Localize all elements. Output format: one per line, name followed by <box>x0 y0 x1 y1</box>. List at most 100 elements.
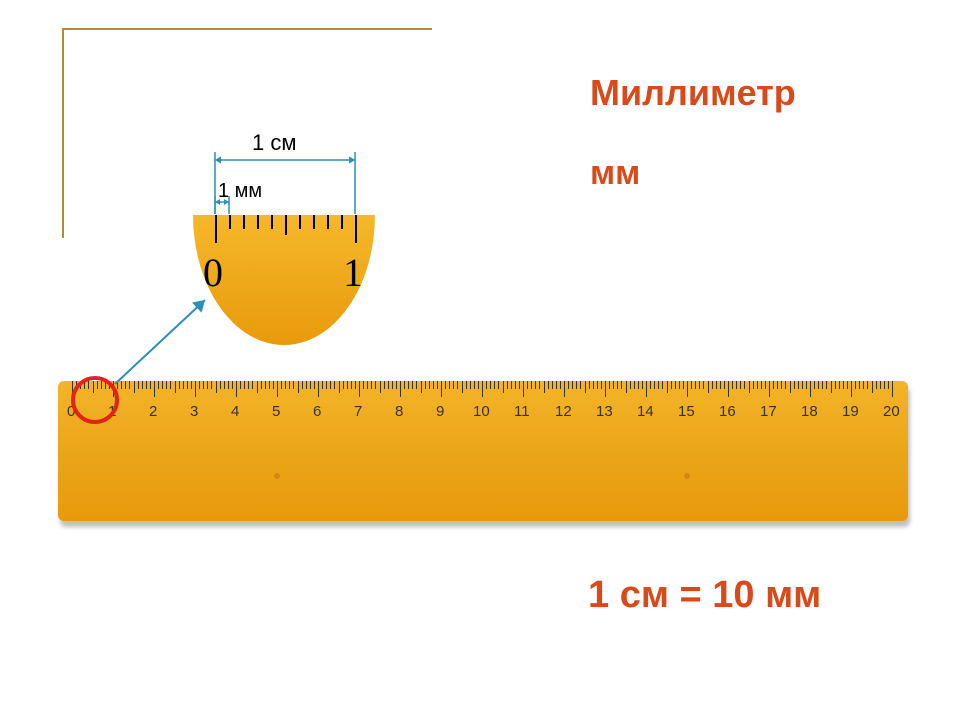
ruler-tick <box>814 381 815 389</box>
ruler-tick <box>859 381 860 389</box>
ruler-tick <box>142 381 143 389</box>
ruler-tick <box>544 381 545 393</box>
ruler-tick <box>872 381 873 393</box>
ruler-dot <box>274 473 280 479</box>
ruler-tick <box>556 381 557 389</box>
ruler-tick <box>781 381 782 389</box>
ruler-number: 8 <box>395 403 403 420</box>
ruler-number: 4 <box>231 403 239 420</box>
ruler-tick <box>318 381 319 397</box>
ruler-tick <box>802 381 803 389</box>
ruler-tick <box>310 381 311 389</box>
ruler-tick <box>314 381 315 389</box>
ruler: 01234567891011121314151617181920 <box>58 381 908 529</box>
zoom-number: 0 <box>203 249 223 296</box>
zoom-tick <box>271 215 273 229</box>
ruler-tick <box>392 381 393 389</box>
zoom-tick <box>215 215 217 243</box>
ruler-tick <box>339 381 340 393</box>
ruler-tick <box>146 381 147 389</box>
ruler-number: 14 <box>637 403 654 420</box>
ruler-tick <box>560 381 561 389</box>
ruler-tick <box>740 381 741 389</box>
ruler-tick <box>736 381 737 389</box>
ruler-tick <box>794 381 795 389</box>
ruler-tick <box>281 381 282 389</box>
ruler-tick <box>478 381 479 389</box>
ruler-tick <box>749 381 750 393</box>
ruler-tick <box>552 381 553 389</box>
ruler-tick <box>170 381 171 389</box>
ruler-tick <box>798 381 799 389</box>
ruler-tick <box>822 381 823 389</box>
ruler-tick <box>269 381 270 389</box>
ruler-number: 15 <box>678 403 695 420</box>
zoom-tick <box>341 215 343 229</box>
ruler-tick <box>589 381 590 389</box>
ruler-tick <box>293 381 294 389</box>
ruler-tick <box>790 381 791 393</box>
ruler-tick <box>359 381 360 397</box>
ruler-tick <box>757 381 758 389</box>
title-sub: мм <box>590 154 796 193</box>
ruler-tick <box>654 381 655 389</box>
ruler-tick <box>224 381 225 389</box>
highlight-circle <box>71 376 119 424</box>
zoom-tick <box>355 215 357 243</box>
ruler-tick <box>535 381 536 389</box>
ruler-tick <box>519 381 520 389</box>
ruler-tick <box>363 381 364 389</box>
ruler-tick <box>855 381 856 389</box>
ruler-tick <box>564 381 565 397</box>
ruler-tick <box>724 381 725 389</box>
ruler-tick <box>203 381 204 389</box>
ruler-tick <box>453 381 454 389</box>
ruler-tick <box>211 381 212 389</box>
ruler-tick <box>691 381 692 389</box>
ruler-tick <box>683 381 684 389</box>
ruler-tick <box>285 381 286 389</box>
ruler-number: 18 <box>801 403 818 420</box>
ruler-tick <box>125 381 126 389</box>
ruler-tick <box>667 381 668 393</box>
ruler-tick <box>884 381 885 389</box>
ruler-tick <box>839 381 840 389</box>
frame-top <box>62 28 432 30</box>
ruler-tick <box>490 381 491 389</box>
ruler-tick <box>343 381 344 389</box>
ruler-tick <box>601 381 602 389</box>
ruler-tick <box>265 381 266 389</box>
ruler-tick <box>150 381 151 389</box>
ruler-tick <box>744 381 745 389</box>
ruler-tick <box>240 381 241 389</box>
ruler-tick <box>650 381 651 389</box>
ruler-number: 20 <box>883 403 900 420</box>
zoom-tick <box>299 215 301 229</box>
ruler-tick <box>334 381 335 389</box>
ruler-tick <box>441 381 442 397</box>
ruler-tick <box>273 381 274 389</box>
ruler-tick <box>347 381 348 389</box>
ruler-tick <box>195 381 196 397</box>
ruler-tick <box>835 381 836 389</box>
ruler-tick <box>384 381 385 389</box>
ruler-tick <box>621 381 622 389</box>
ruler-tick <box>494 381 495 389</box>
ruler-number: 19 <box>842 403 859 420</box>
ruler-tick <box>818 381 819 389</box>
ruler-tick <box>425 381 426 389</box>
ruler-tick <box>876 381 877 389</box>
ruler-tick <box>687 381 688 397</box>
ruler-tick <box>613 381 614 389</box>
ruler-tick <box>457 381 458 389</box>
ruler-tick <box>289 381 290 389</box>
zoom-tick <box>327 215 329 229</box>
ruler-tick <box>515 381 516 389</box>
ruler-tick <box>527 381 528 389</box>
ruler-tick <box>129 381 130 389</box>
ruler-tick <box>462 381 463 393</box>
ruler-tick <box>220 381 221 389</box>
ruler-tick <box>175 381 176 393</box>
ruler-number: 13 <box>596 403 613 420</box>
ruler-tick <box>138 381 139 389</box>
